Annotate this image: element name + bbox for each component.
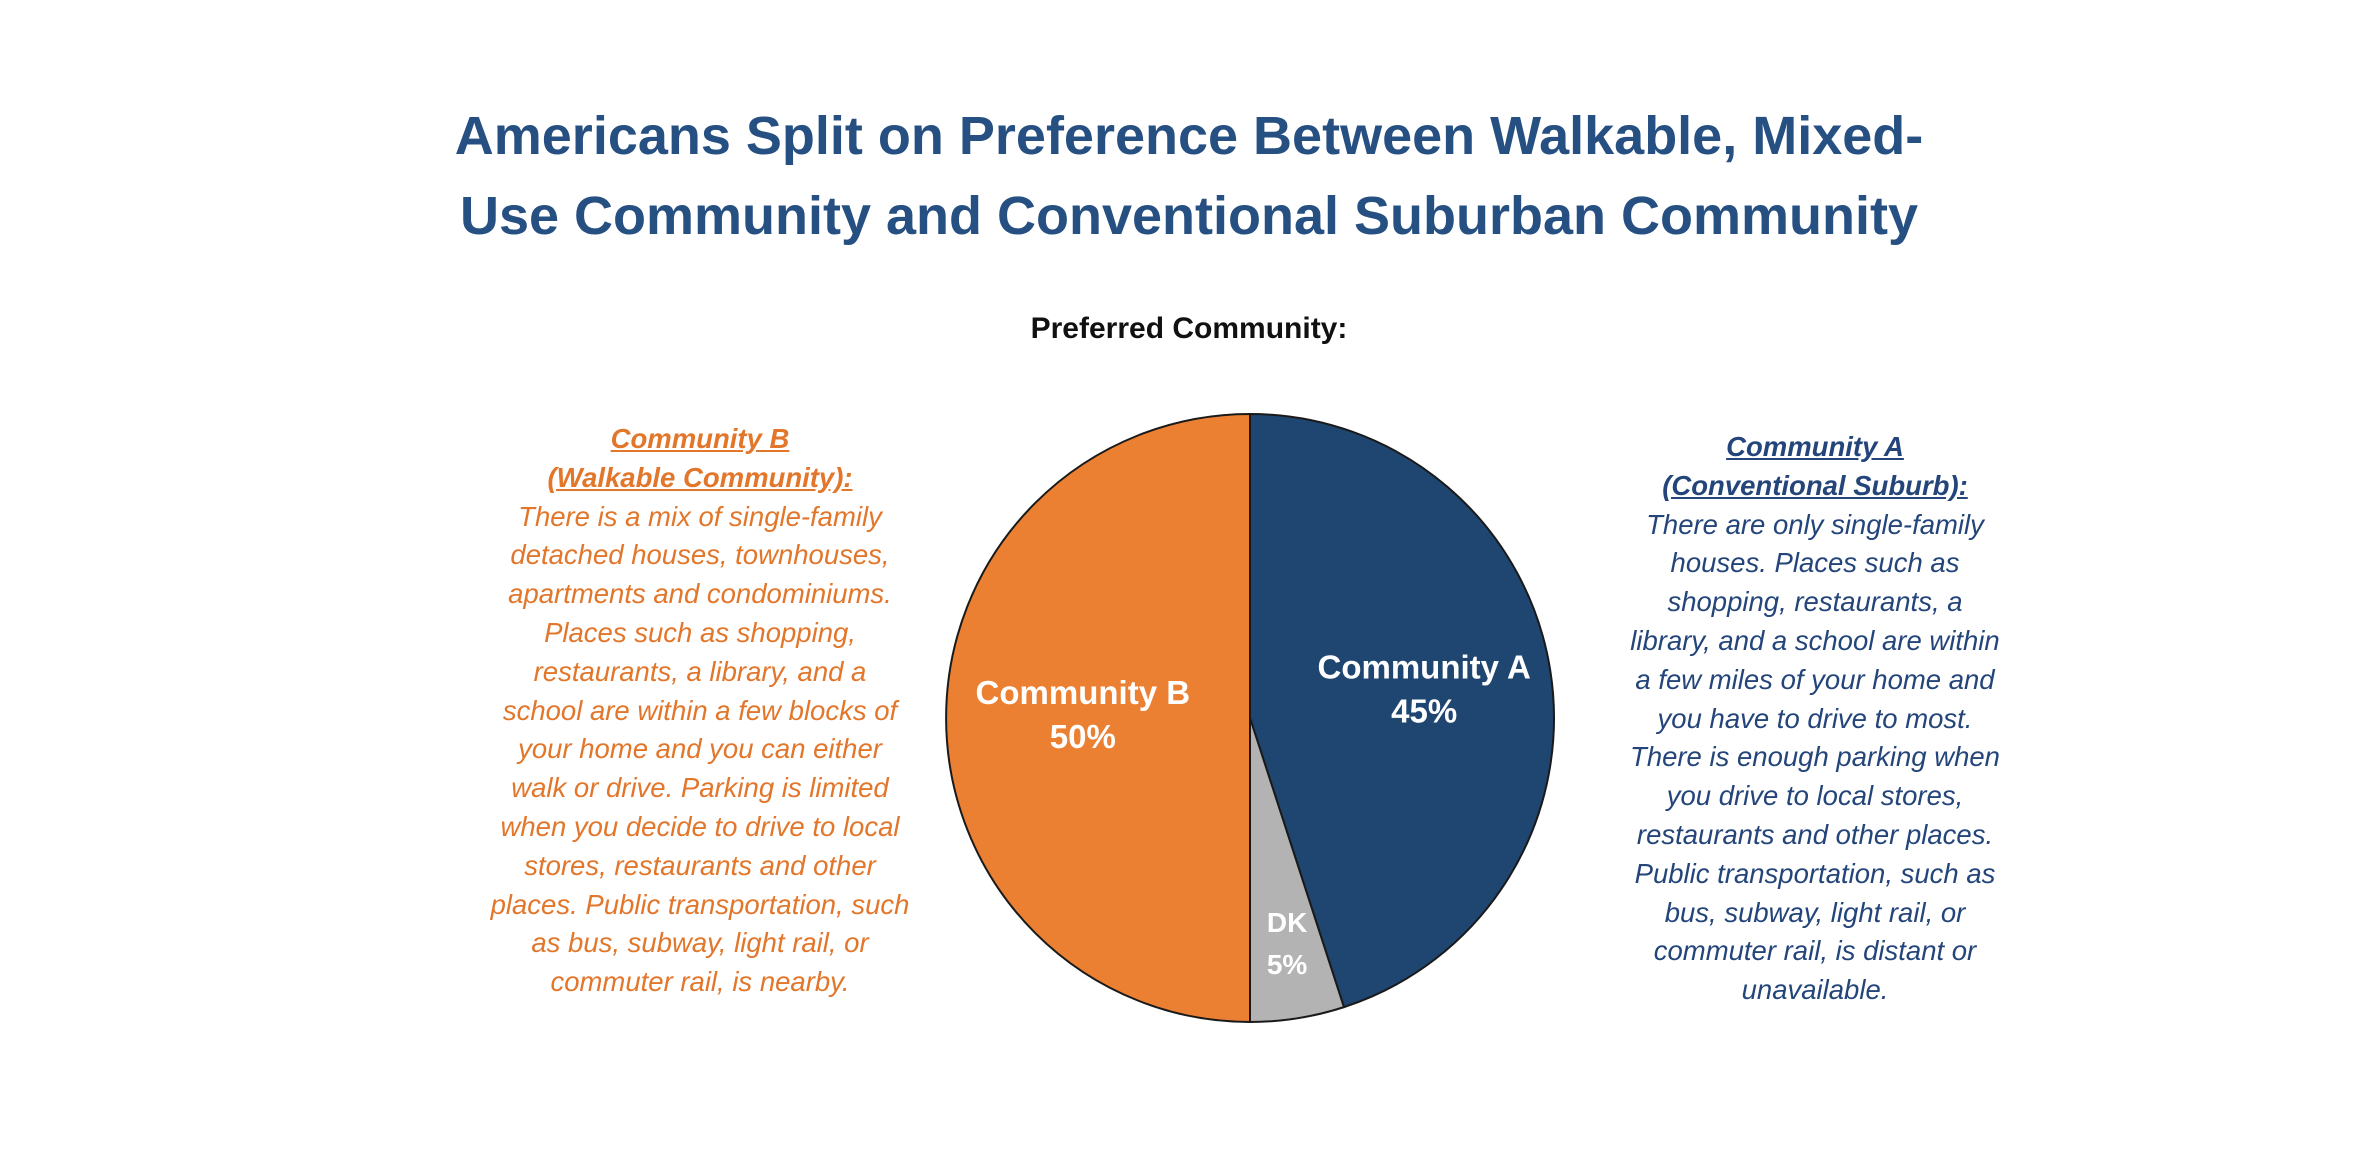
community-a-line: a few miles of your home and (1635, 663, 1995, 695)
community-a-line: you have to drive to most. (1657, 702, 1973, 734)
community-a-line: restaurants and other places. (1636, 818, 1994, 850)
community-b-line: walk or drive. Parking is limited (511, 772, 889, 804)
community-b-line: when you decide to drive to local (500, 810, 900, 842)
slice-label-dk: DK (1267, 907, 1307, 938)
community-b-subheading: (Walkable Community): (547, 461, 853, 493)
chart-subtitle: Preferred Community: (1030, 312, 1348, 345)
community-b-line: apartments and condominiums. (508, 578, 892, 610)
community-b-line: stores, restaurants and other (524, 849, 876, 881)
chart-title: Americans Split on Preference Between Wa… (0, 96, 2378, 256)
community-a-line: There are only single-family (1646, 508, 1984, 540)
community-b-line: your home and you can either (518, 733, 882, 765)
slice-value-community-a: 45% (1391, 692, 1457, 729)
community-a-line: commuter rail, is distant or (1653, 935, 1977, 967)
community-b-description: Community B (Walkable Community): There … (440, 420, 960, 1002)
community-a-description: Community A (Conventional Suburb): There… (1585, 428, 2045, 1010)
community-a-line: shopping, restaurants, a (1667, 586, 1963, 618)
community-a-line: library, and a school are within (1630, 624, 2000, 656)
title-line-1: Americans Split on Preference Between Wa… (454, 106, 1924, 166)
community-b-line: detached houses, townhouses, (510, 539, 890, 571)
slice-label-community-a: Community A (1318, 648, 1531, 685)
pie-chart: Community A 45% DK 5% Community B 50% (945, 412, 1555, 1024)
community-b-line: restaurants, a library, and a (533, 655, 867, 687)
community-a-line: There is enough parking when (1630, 741, 2000, 773)
community-a-line: bus, subway, light rail, or (1664, 896, 1966, 928)
community-b-line: as bus, subway, light rail, or (531, 927, 869, 959)
community-b-line: school are within a few blocks of (502, 694, 898, 726)
community-a-line: Public transportation, such as (1634, 857, 1996, 889)
community-a-heading: Community A (1726, 431, 1904, 462)
community-b-line: There is a mix of single-family (518, 500, 882, 532)
slice-value-community-b: 50% (1050, 718, 1116, 755)
community-a-subheading: (Conventional Suburb): (1662, 469, 1968, 501)
community-b-line: places. Public transportation, such (490, 888, 910, 920)
community-a-line: unavailable. (1741, 974, 1889, 1006)
community-b-heading: Community B (610, 423, 790, 454)
title-line-2: Use Community and Conventional Suburban … (459, 186, 1919, 246)
slice-label-community-b: Community B (976, 674, 1191, 711)
community-b-line: Places such as shopping, (544, 616, 856, 648)
community-a-line: you drive to local stores, (1666, 780, 1964, 812)
community-b-line: commuter rail, is nearby. (550, 966, 850, 998)
pie-slice-community-a (1249, 412, 1555, 1009)
pie-slice-community-b (945, 412, 1251, 1024)
community-a-line: houses. Places such as (1670, 547, 1960, 579)
slice-value-dk: 5% (1267, 949, 1308, 980)
